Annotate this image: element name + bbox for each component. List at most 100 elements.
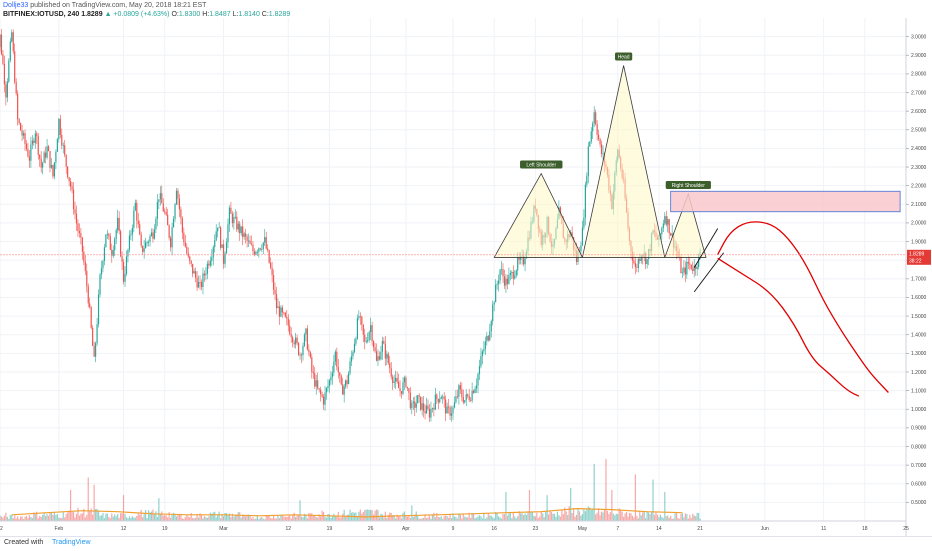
volume-bar	[380, 513, 382, 521]
volume-bar	[40, 517, 42, 521]
volume-bar	[502, 514, 504, 521]
candle-body	[67, 166, 69, 178]
time-tick-label: 7	[616, 526, 619, 532]
candle	[193, 268, 195, 274]
candle-body	[256, 251, 258, 253]
volume-bar	[103, 518, 106, 521]
candle	[128, 230, 131, 253]
author-link[interactable]: Dollje33	[3, 2, 29, 9]
candle-body	[595, 112, 597, 125]
candle-body	[56, 139, 58, 152]
candle	[355, 336, 357, 346]
candle	[503, 269, 506, 290]
volume-bar	[145, 509, 147, 521]
volume-bar	[97, 510, 100, 521]
price-axis[interactable]: 3.0000 2.9000 2.8000 2.7000 2.6000 2.5000 2.40…	[905, 18, 932, 536]
time-tick-label: 19	[162, 526, 168, 532]
candle-body	[571, 232, 573, 238]
candle	[231, 211, 233, 228]
price-tick-label: 0.8000	[911, 444, 927, 450]
volume-bar	[111, 513, 113, 521]
candle-body	[667, 219, 669, 225]
candle-body	[405, 377, 407, 387]
volume-bar	[31, 517, 33, 521]
volume-bar	[90, 508, 92, 521]
volume-bar	[517, 516, 519, 521]
candle-body	[393, 381, 395, 383]
volume-bar	[265, 515, 267, 521]
volume-bar	[522, 515, 525, 521]
candle-body	[520, 256, 522, 260]
volume-bar	[461, 518, 463, 521]
candle-body	[165, 211, 167, 215]
candle	[44, 146, 47, 164]
volume-bar	[122, 495, 125, 521]
candle	[65, 154, 67, 174]
candle	[478, 359, 481, 381]
candle	[593, 106, 595, 127]
candle-body	[692, 268, 694, 271]
candle	[236, 211, 238, 232]
candle-body	[290, 334, 292, 338]
candle-body	[408, 388, 410, 393]
label-text: Left Shoulder	[526, 162, 556, 168]
volume-bar	[583, 509, 585, 521]
candle-body	[693, 265, 695, 271]
volume-bar	[249, 515, 251, 521]
candle	[11, 29, 13, 43]
volume-bar	[21, 516, 23, 521]
volume-bar	[528, 489, 531, 521]
candle-body	[389, 363, 391, 369]
candle-body	[589, 141, 591, 147]
volume-bar	[80, 513, 82, 521]
candle-body	[162, 203, 164, 212]
candle-body	[171, 227, 173, 248]
tradingview-logo[interactable]: TradingView	[52, 539, 91, 546]
candle-body	[433, 408, 435, 410]
candle	[484, 336, 486, 355]
candle	[186, 243, 188, 256]
volume-bar	[509, 512, 511, 521]
candle-body	[203, 273, 206, 276]
candle	[220, 225, 222, 251]
volume-bar	[168, 512, 170, 521]
candle	[165, 206, 167, 216]
volume-bar	[425, 518, 428, 521]
volume-bar	[175, 516, 178, 521]
candle	[505, 274, 507, 294]
price-chart[interactable]: Left Shoulder Head Right Shoulder 3.0000 2.…	[0, 18, 932, 536]
candle	[356, 314, 358, 341]
candle	[121, 251, 123, 271]
time-axis[interactable]: 22 Feb 12 19 Mar 12 19 26 Apr 9 16 23 May 7 14 21 Jun 11 1…	[0, 520, 909, 532]
candle-body	[37, 135, 39, 155]
candle	[512, 265, 514, 285]
volume-bar	[371, 510, 373, 521]
candle-body	[36, 133, 38, 136]
volume-bar	[325, 517, 328, 521]
volume-bar	[375, 509, 378, 521]
candle-body	[121, 256, 123, 262]
candle	[661, 226, 663, 240]
candle-body	[86, 270, 88, 287]
candle-body	[111, 249, 113, 256]
candle	[367, 332, 369, 344]
candle-body	[52, 165, 54, 177]
candle	[492, 300, 494, 326]
candle	[405, 375, 407, 389]
candle-body	[287, 318, 289, 326]
candle	[68, 176, 70, 187]
candle	[195, 267, 197, 283]
candle-body	[197, 282, 200, 288]
volume-bar	[150, 511, 153, 521]
volume-bar	[545, 511, 547, 521]
volume-bar	[645, 518, 647, 521]
candle	[361, 315, 363, 331]
candle-body	[152, 232, 154, 239]
candle	[312, 365, 314, 379]
volume-bar	[675, 512, 678, 521]
volume-bar	[349, 509, 351, 521]
candle	[95, 341, 97, 363]
volume-bar	[390, 513, 392, 521]
candle	[253, 248, 256, 257]
